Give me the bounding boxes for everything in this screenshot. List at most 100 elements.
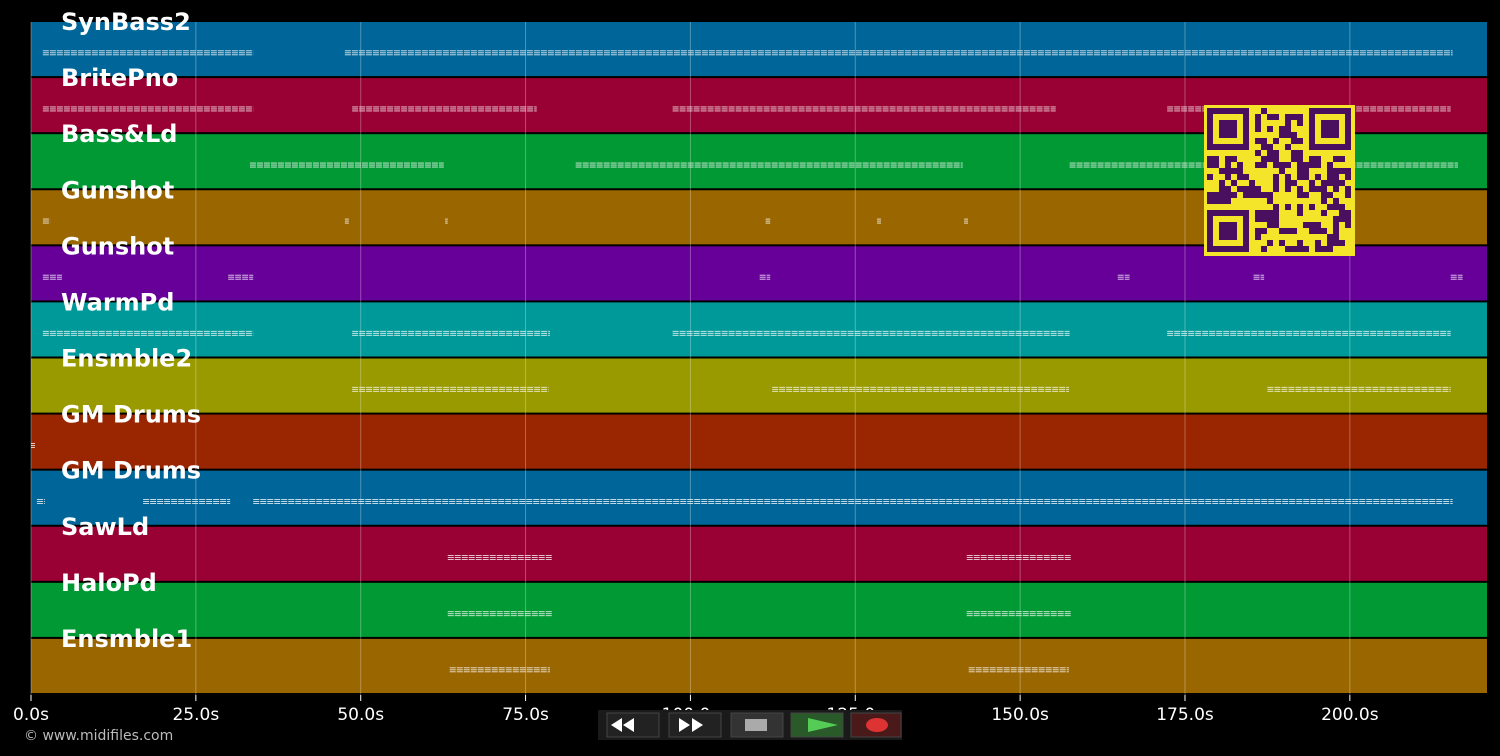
qr-cell: [1333, 222, 1339, 228]
qr-cell: [1255, 120, 1261, 126]
qr-cell: [1255, 114, 1261, 120]
qr-cell: [1261, 246, 1267, 252]
qr-cell: [1303, 162, 1309, 168]
qr-cell: [1273, 216, 1279, 222]
qr-cell: [1279, 132, 1285, 138]
qr-cell: [1261, 138, 1267, 144]
qr-cell: [1273, 114, 1279, 120]
tick-label: 0.0s: [13, 705, 49, 725]
qr-cell: [1291, 180, 1297, 186]
qr-cell: [1291, 156, 1297, 162]
qr-cell: [1237, 174, 1243, 180]
note-segment: [772, 386, 1069, 392]
qr-cell: [1297, 120, 1303, 126]
qr-finder: [1321, 120, 1339, 138]
note-segment: [143, 499, 231, 504]
note-segment: [1117, 274, 1130, 280]
tick-label: 175.0s: [1156, 705, 1214, 725]
record-button[interactable]: [850, 712, 902, 738]
forward-button[interactable]: [668, 712, 722, 738]
qr-cell: [1249, 192, 1255, 198]
note-segment: [253, 499, 1453, 504]
qr-cell: [1291, 246, 1297, 252]
qr-cell: [1255, 138, 1261, 144]
note-segment: [352, 330, 550, 336]
qr-cell: [1267, 144, 1273, 150]
qr-cell: [1279, 126, 1285, 132]
tick-label: 150.0s: [991, 705, 1049, 725]
qr-cell: [1309, 222, 1315, 228]
note-segment: [344, 50, 1453, 56]
qr-cell: [1267, 198, 1273, 204]
qr-cell: [1213, 198, 1219, 204]
track-row: [31, 22, 1487, 77]
qr-cell: [1273, 180, 1279, 186]
tick-label: 25.0s: [172, 705, 219, 725]
play-button[interactable]: [790, 712, 844, 738]
qr-cell: [1327, 240, 1333, 246]
qr-cell: [1285, 174, 1291, 180]
rewind-button[interactable]: [606, 712, 660, 738]
note-segment: [1267, 386, 1451, 392]
qr-cell: [1309, 204, 1315, 210]
track-name: Gunshot: [61, 176, 174, 204]
qr-cell: [1303, 174, 1309, 180]
qr-cell: [1333, 180, 1339, 186]
footer: © www.midifiles.com: [24, 728, 173, 744]
qr-cell: [1327, 168, 1333, 174]
qr-cell: [1267, 126, 1273, 132]
qr-cell: [1327, 174, 1333, 180]
qr-cell: [1345, 216, 1351, 222]
qr-cell: [1213, 156, 1219, 162]
qr-cell: [1321, 192, 1327, 198]
qr-cell: [1273, 156, 1279, 162]
qr-cell: [1309, 156, 1315, 162]
track-name: WarmPd: [61, 288, 174, 316]
qr-cell: [1339, 156, 1345, 162]
qr-cell: [1267, 114, 1273, 120]
qr-cell: [1219, 198, 1225, 204]
qr-cell: [1315, 246, 1321, 252]
qr-cell: [1207, 162, 1213, 168]
note-segment: [344, 218, 349, 224]
qr-cell: [1303, 192, 1309, 198]
qr-cell: [1285, 228, 1291, 234]
qr-cell: [1327, 246, 1333, 252]
note-segment: [877, 218, 881, 224]
qr-cell: [1273, 138, 1279, 144]
qr-cell: [1225, 174, 1231, 180]
qr-cell: [1207, 198, 1213, 204]
qr-cell: [1285, 144, 1291, 150]
qr-finder: [1219, 120, 1237, 138]
track-row: [31, 302, 1487, 357]
qr-cell: [1309, 180, 1315, 186]
qr-cell: [1237, 162, 1243, 168]
qr-cell: [1339, 204, 1345, 210]
qr-cell: [1261, 108, 1267, 114]
tick-label: 200.0s: [1321, 705, 1379, 725]
track-row: [31, 526, 1487, 581]
qr-cell: [1315, 228, 1321, 234]
qr-cell: [1327, 192, 1333, 198]
qr-cell: [1315, 186, 1321, 192]
qr-cell: [1225, 198, 1231, 204]
qr-cell: [1321, 186, 1327, 192]
qr-cell: [1297, 174, 1303, 180]
track-name: Gunshot: [61, 232, 174, 260]
qr-cell: [1273, 210, 1279, 216]
qr-cell: [1219, 180, 1225, 186]
qr-cell: [1261, 210, 1267, 216]
stop-button[interactable]: [730, 712, 784, 738]
qr-cell: [1333, 216, 1339, 222]
qr-cell: [1219, 186, 1225, 192]
qr-cell: [1225, 186, 1231, 192]
note-segment: [42, 330, 254, 336]
qr-cell: [1297, 162, 1303, 168]
qr-cell: [1345, 192, 1351, 198]
qr-cell: [1285, 120, 1291, 126]
qr-cell: [1339, 240, 1345, 246]
qr-cell: [1333, 156, 1339, 162]
note-segment: [966, 555, 1072, 561]
qr-cell: [1261, 144, 1267, 150]
